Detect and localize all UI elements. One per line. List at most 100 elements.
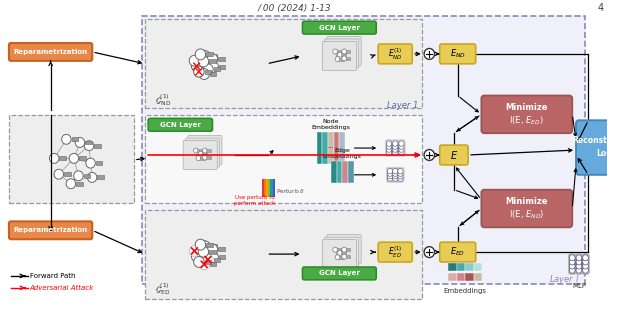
Circle shape	[208, 252, 218, 263]
FancyBboxPatch shape	[440, 145, 468, 165]
Circle shape	[333, 247, 337, 252]
Circle shape	[342, 254, 347, 259]
Circle shape	[570, 267, 575, 273]
Bar	[202, 64, 209, 68]
FancyBboxPatch shape	[575, 254, 582, 274]
Circle shape	[387, 176, 393, 181]
Circle shape	[198, 151, 203, 156]
Bar	[72, 138, 78, 141]
Circle shape	[84, 141, 94, 150]
Bar	[346, 255, 350, 258]
FancyBboxPatch shape	[378, 242, 412, 262]
Bar	[64, 172, 70, 176]
Circle shape	[392, 141, 398, 146]
Bar	[210, 72, 216, 76]
Circle shape	[61, 134, 71, 144]
Circle shape	[191, 61, 202, 72]
Bar	[218, 248, 225, 251]
FancyBboxPatch shape	[397, 140, 405, 156]
Text: $E$: $E$	[450, 149, 458, 161]
FancyBboxPatch shape	[385, 140, 393, 156]
Circle shape	[189, 246, 200, 256]
Bar	[268, 179, 271, 197]
Bar	[211, 244, 217, 248]
FancyBboxPatch shape	[481, 95, 572, 133]
Circle shape	[76, 138, 84, 147]
Bar	[145, 210, 422, 299]
FancyBboxPatch shape	[148, 118, 212, 131]
Text: Layer $l$: Layer $l$	[548, 273, 579, 286]
Circle shape	[582, 263, 588, 269]
Text: / 00 (2024) 1-13: / 00 (2024) 1-13	[258, 4, 332, 13]
FancyBboxPatch shape	[188, 136, 222, 164]
Circle shape	[398, 173, 403, 179]
Bar	[348, 161, 353, 183]
Circle shape	[338, 52, 342, 57]
Circle shape	[199, 259, 209, 270]
Bar	[85, 141, 92, 145]
Text: Forward Path: Forward Path	[30, 273, 76, 279]
Bar	[339, 256, 344, 259]
Circle shape	[194, 66, 204, 77]
Bar	[266, 179, 268, 197]
Bar	[317, 132, 323, 164]
Circle shape	[398, 168, 403, 174]
Circle shape	[399, 141, 404, 146]
Bar	[97, 176, 104, 179]
Bar	[333, 132, 339, 164]
FancyBboxPatch shape	[327, 36, 361, 66]
Circle shape	[191, 251, 202, 262]
Bar	[207, 149, 211, 152]
Circle shape	[189, 55, 200, 66]
Circle shape	[342, 49, 347, 54]
Circle shape	[69, 153, 79, 163]
Text: Use perturb to: Use perturb to	[236, 195, 275, 200]
Bar	[214, 258, 220, 262]
Circle shape	[392, 173, 398, 179]
Circle shape	[576, 259, 582, 265]
Bar	[141, 16, 584, 284]
Circle shape	[576, 263, 582, 269]
Circle shape	[200, 51, 210, 61]
Bar	[465, 273, 474, 281]
Circle shape	[570, 259, 575, 265]
FancyBboxPatch shape	[324, 237, 359, 266]
FancyBboxPatch shape	[183, 141, 217, 169]
Circle shape	[399, 150, 404, 155]
Bar	[465, 263, 474, 271]
Text: ···: ···	[328, 145, 334, 151]
Bar	[448, 263, 457, 271]
FancyBboxPatch shape	[378, 44, 412, 64]
FancyBboxPatch shape	[392, 140, 399, 156]
Bar	[9, 115, 134, 203]
Text: Node
Embeddings: Node Embeddings	[312, 119, 350, 130]
Circle shape	[335, 57, 340, 61]
Text: perform attack: perform attack	[234, 201, 276, 206]
Bar	[331, 161, 337, 183]
Text: Embeddings: Embeddings	[444, 288, 487, 294]
Bar	[202, 255, 209, 258]
Circle shape	[387, 150, 392, 155]
Circle shape	[87, 172, 97, 182]
Bar	[474, 263, 483, 271]
Bar	[60, 156, 66, 160]
Text: Minimize: Minimize	[506, 103, 548, 112]
Bar	[323, 132, 328, 164]
Bar	[209, 250, 216, 254]
FancyBboxPatch shape	[303, 267, 376, 280]
Circle shape	[570, 255, 575, 261]
Circle shape	[203, 254, 213, 265]
Text: Minimize: Minimize	[506, 197, 548, 206]
Circle shape	[387, 141, 392, 146]
Circle shape	[207, 54, 218, 65]
Bar	[346, 248, 350, 251]
Bar	[145, 19, 422, 108]
Bar	[200, 59, 207, 63]
Bar	[474, 273, 483, 281]
Circle shape	[49, 153, 59, 163]
Bar	[346, 50, 350, 53]
Circle shape	[387, 173, 393, 179]
Text: Layer 1: Layer 1	[387, 101, 418, 110]
FancyBboxPatch shape	[327, 235, 361, 264]
Bar	[200, 249, 207, 253]
